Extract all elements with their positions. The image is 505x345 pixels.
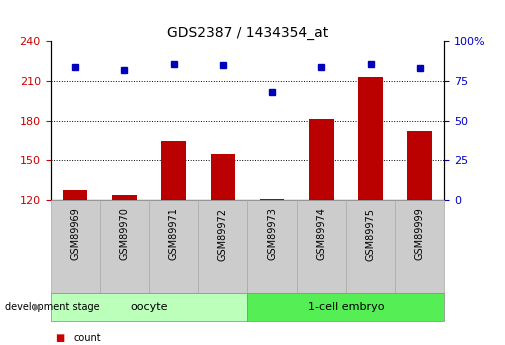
Text: oocyte: oocyte bbox=[130, 302, 168, 312]
Bar bbox=[112, 195, 137, 200]
Bar bbox=[358, 77, 383, 200]
Bar bbox=[161, 141, 186, 200]
Text: ■: ■ bbox=[56, 333, 65, 343]
Title: GDS2387 / 1434354_at: GDS2387 / 1434354_at bbox=[167, 26, 328, 40]
Bar bbox=[198, 200, 247, 293]
Bar bbox=[297, 200, 346, 293]
Bar bbox=[211, 154, 235, 200]
Text: GSM89969: GSM89969 bbox=[70, 208, 80, 260]
Text: GSM89973: GSM89973 bbox=[267, 208, 277, 260]
Bar bbox=[149, 200, 198, 293]
Text: GSM89974: GSM89974 bbox=[316, 208, 326, 260]
Text: GSM89999: GSM89999 bbox=[415, 208, 425, 260]
Bar bbox=[247, 293, 444, 321]
Text: development stage: development stage bbox=[5, 302, 99, 312]
Text: GSM89971: GSM89971 bbox=[169, 208, 179, 260]
Bar bbox=[260, 199, 284, 200]
Bar bbox=[247, 200, 297, 293]
Bar bbox=[63, 189, 87, 200]
Text: GSM89975: GSM89975 bbox=[366, 208, 376, 260]
Text: count: count bbox=[73, 333, 101, 343]
Text: 1-cell embryo: 1-cell embryo bbox=[308, 302, 384, 312]
Text: GSM89970: GSM89970 bbox=[119, 208, 129, 260]
Bar bbox=[346, 200, 395, 293]
Bar bbox=[309, 119, 334, 200]
Bar bbox=[50, 200, 100, 293]
Bar bbox=[100, 200, 149, 293]
Text: GSM89972: GSM89972 bbox=[218, 208, 228, 260]
Bar bbox=[50, 293, 247, 321]
Bar bbox=[395, 200, 444, 293]
Bar bbox=[408, 131, 432, 200]
Text: ▶: ▶ bbox=[34, 302, 41, 312]
